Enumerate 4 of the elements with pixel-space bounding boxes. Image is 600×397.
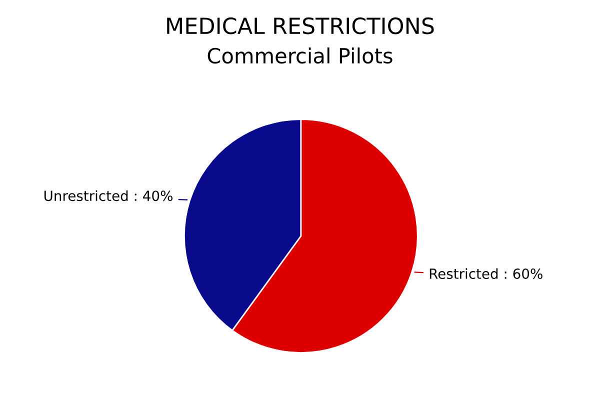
chart-subtitle: Commercial Pilots [208, 47, 392, 64]
slice-label: Unrestricted : 40% [44, 190, 172, 202]
chart-title: MEDICAL RESTRICTIONS [167, 17, 434, 34]
slice-label: Restricted : 60% [430, 268, 542, 279]
